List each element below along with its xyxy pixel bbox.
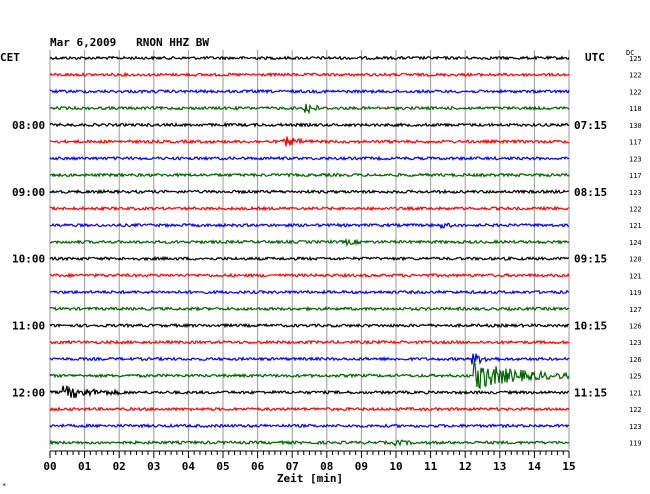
x-tick-label: 07 <box>286 460 299 473</box>
dc-value-label: 123 <box>629 189 642 197</box>
trace-line <box>49 205 570 212</box>
trace-line <box>49 406 570 412</box>
utc-header: UTC <box>585 51 605 64</box>
dc-value-label: 127 <box>629 306 642 314</box>
trace-line <box>49 339 570 346</box>
trace-line <box>49 172 570 178</box>
dc-value-label: 123 <box>629 155 642 163</box>
dc-value-label: 122 <box>629 88 642 96</box>
x-tick-label: 06 <box>251 460 265 473</box>
corner-mark: * <box>2 482 6 490</box>
x-tick-label: 02 <box>113 460 126 473</box>
minute-grid <box>49 50 570 449</box>
dc-value-label: 117 <box>629 172 642 180</box>
cet-time-label: 09:00 <box>12 186 45 199</box>
dc-value-label: 124 <box>629 239 642 247</box>
dc-value-label: 125 <box>629 373 642 381</box>
utc-time-label: 11:15 <box>574 386 607 399</box>
dc-value-label: 122 <box>629 406 642 414</box>
x-tick-label: 05 <box>216 460 229 473</box>
dc-value-label: 118 <box>629 105 642 113</box>
dc-value-label: 117 <box>629 139 642 147</box>
dc-value-label: 125 <box>629 55 642 63</box>
trace-line <box>49 439 570 447</box>
x-tick-label: 10 <box>389 460 402 473</box>
utc-time-label: 08:15 <box>574 186 607 199</box>
x-tick-label: 12 <box>459 460 472 473</box>
dc-header: DC <box>626 49 634 57</box>
x-tick-label: 11 <box>424 460 438 473</box>
trace-line <box>49 88 570 95</box>
trace-line <box>49 360 570 390</box>
cet-time-label: 12:00 <box>12 386 45 399</box>
dc-value-label: 122 <box>629 205 642 213</box>
dc-value-label: 121 <box>629 389 642 397</box>
trace-group <box>49 55 570 447</box>
x-tick-label: 15 <box>562 460 575 473</box>
utc-time-label: 09:15 <box>574 253 607 266</box>
x-axis: 00 01 02 03 04 05 06 07 08 09 10 11 12 13 14 15 <box>43 450 576 473</box>
x-tick-label: 03 <box>147 460 160 473</box>
trace-line <box>49 136 570 147</box>
dc-value-label: 121 <box>629 272 642 280</box>
dc-value-label: 119 <box>629 289 642 297</box>
trace-line <box>49 71 570 78</box>
label-group: Mar 6,2009 RNON HHZ BW CET UTC DC Zeit [… <box>0 36 642 490</box>
trace-line <box>49 272 570 279</box>
utc-time-label: 07:15 <box>574 119 607 132</box>
dc-value-label: 119 <box>629 440 642 448</box>
dc-value-label: 126 <box>629 323 642 331</box>
dc-value-label: 123 <box>629 423 642 431</box>
cet-time-label: 10:00 <box>12 253 45 266</box>
trace-line <box>49 103 570 115</box>
x-tick-label: 09 <box>355 460 368 473</box>
trace-line <box>49 237 570 247</box>
x-axis-label: Zeit [min] <box>277 472 343 485</box>
cet-time-label: 11:00 <box>12 320 45 333</box>
dc-value-label: 123 <box>629 339 642 347</box>
utc-time-label: 10:15 <box>574 320 607 333</box>
dc-value-label: 120 <box>629 256 642 264</box>
trace-line <box>49 188 570 195</box>
dc-value-label: 122 <box>629 72 642 80</box>
x-tick-label: 08 <box>320 460 333 473</box>
dc-value-label: 130 <box>629 122 642 130</box>
trace-line <box>49 222 570 230</box>
x-tick-label: 00 <box>43 460 56 473</box>
x-tick-label: 04 <box>182 460 196 473</box>
chart-title: Mar 6,2009 RNON HHZ BW <box>50 36 209 49</box>
cet-header: CET <box>0 51 20 64</box>
x-tick-label: 14 <box>528 460 542 473</box>
dc-value-label: 126 <box>629 356 642 364</box>
x-tick-label: 01 <box>78 460 92 473</box>
trace-line <box>49 155 570 162</box>
trace-line <box>49 353 570 365</box>
trace-line <box>49 289 570 295</box>
trace-line <box>49 322 570 329</box>
trace-line <box>49 305 570 312</box>
trace-line <box>49 255 570 262</box>
cet-time-label: 08:00 <box>12 119 45 132</box>
dc-value-label: 121 <box>629 222 642 230</box>
x-tick-label: 13 <box>493 460 506 473</box>
trace-line <box>49 423 570 429</box>
trace-line <box>49 121 570 128</box>
trace-line <box>49 55 570 61</box>
trace-line <box>49 385 570 399</box>
